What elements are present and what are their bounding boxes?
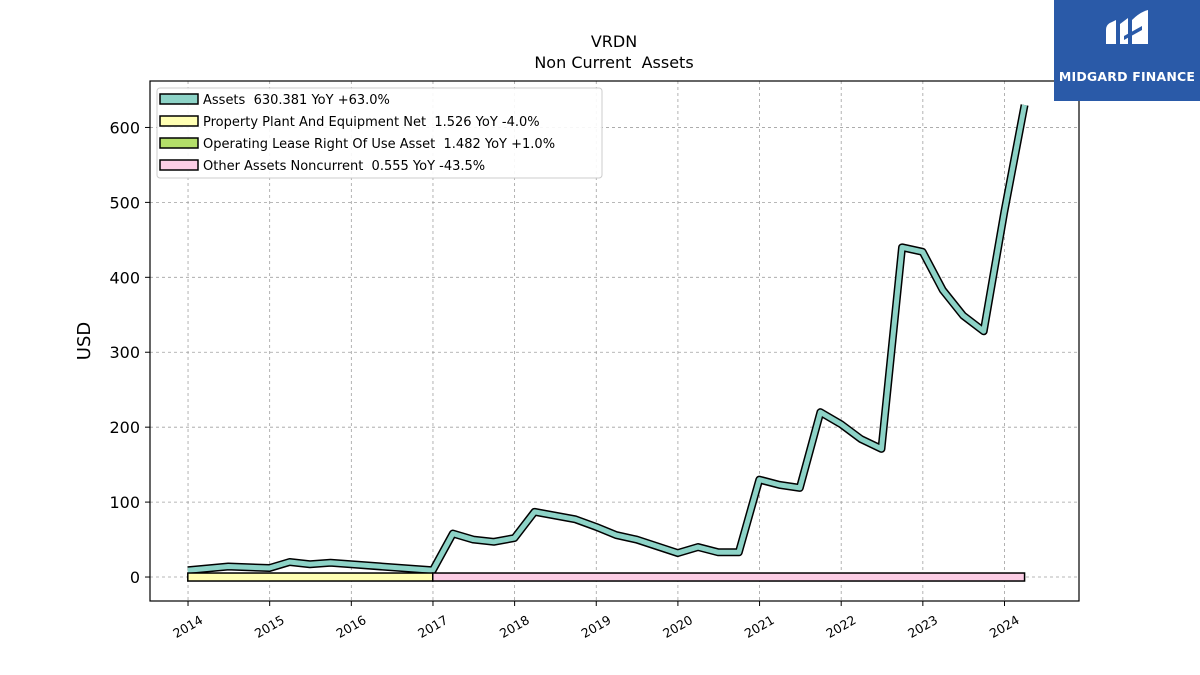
y-tick-label: 600: [109, 118, 140, 137]
chart-subtitle: Non Current Assets: [534, 53, 693, 72]
legend-swatch: [159, 93, 199, 105]
y-axis: 0 100 200 300 400 500 600: [109, 118, 150, 587]
legend-label: Operating Lease Right Of Use Asset 1.482…: [203, 137, 555, 152]
legend-label: Property Plant And Equipment Net 1.526 Y…: [203, 115, 540, 130]
plot-area: [187, 104, 1029, 582]
legend-swatch: [159, 115, 199, 127]
y-tick-label: 300: [109, 343, 140, 362]
legend-swatch: [159, 159, 199, 171]
y-axis-label: USD: [74, 322, 95, 360]
series-band-1: [187, 572, 434, 582]
chart-title: VRDN: [591, 32, 637, 51]
brand-logo: MIDGARD FINANCE: [1054, 0, 1200, 101]
y-tick-label: 0: [130, 568, 140, 587]
brand-name: MIDGARD FINANCE: [1058, 69, 1196, 84]
y-tick-label: 200: [109, 418, 140, 437]
legend-swatch: [159, 137, 199, 149]
legend-label: Assets 630.381 YoY +63.0%: [203, 93, 390, 108]
y-tick-label: 100: [109, 493, 140, 512]
midgard-logo-icon: [1106, 10, 1148, 44]
series-line-0: [187, 104, 1028, 573]
series-band-3: [431, 572, 1026, 582]
y-tick-label: 500: [109, 193, 140, 212]
legend: Assets 630.381 YoY +63.0% Property Plant …: [156, 87, 603, 179]
plot-frame: [149, 80, 1080, 602]
legend-box: [156, 87, 603, 179]
y-tick-label: 400: [109, 268, 140, 287]
legend-label: Other Assets Noncurrent 0.555 YoY -43.5%: [203, 159, 485, 174]
